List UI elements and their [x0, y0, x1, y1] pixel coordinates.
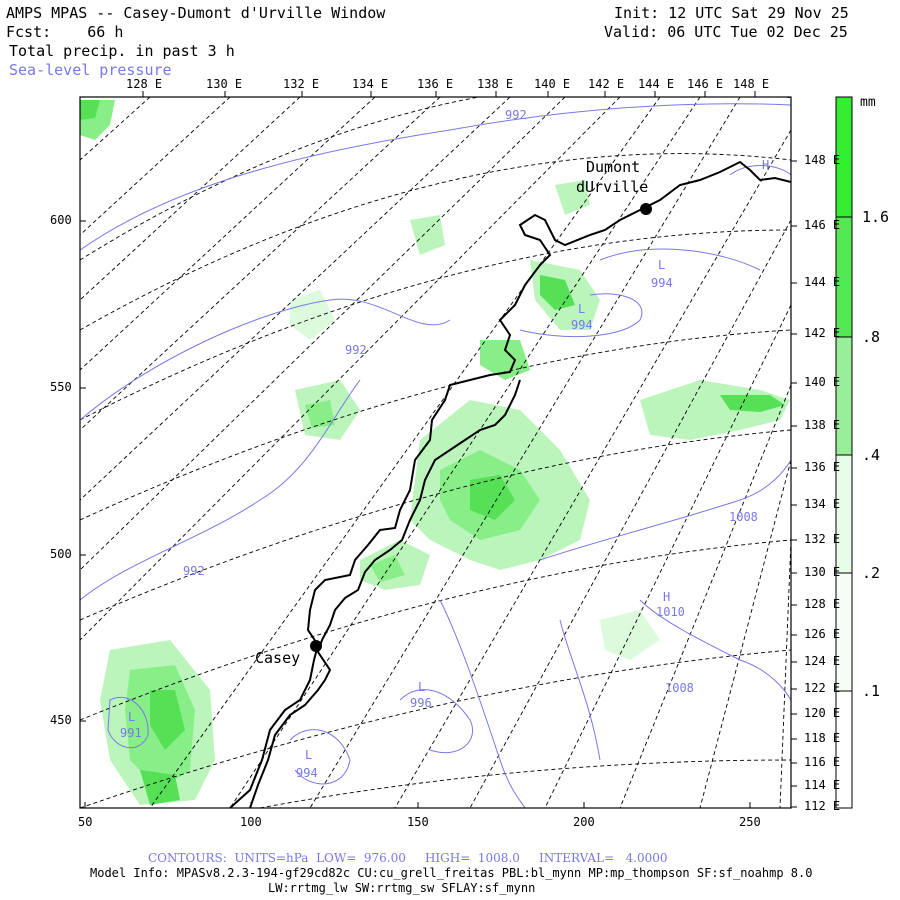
- y-axis-label: 600: [50, 213, 72, 227]
- top-lon-label: 142 E: [588, 77, 625, 91]
- model-info-line2: LW:rrtmg_lw SW:rrtmg_sw SFLAY:sf_mynn: [268, 881, 536, 895]
- overlay-label: Sea-level pressure: [9, 61, 172, 79]
- pressure-label: 994: [296, 766, 318, 780]
- map-content: [80, 97, 791, 808]
- top-lon-label: 144 E: [638, 77, 675, 91]
- right-lon-label: 144 E: [804, 275, 841, 289]
- x-axis-label: 150: [407, 815, 429, 829]
- right-lon-label: 124 E: [804, 654, 841, 668]
- right-lon-label: 116 E: [804, 755, 841, 769]
- colorbar-label: .4: [862, 446, 881, 464]
- colorbar-bin-0.1: [836, 573, 852, 691]
- right-lon-label: 114 E: [804, 778, 841, 792]
- top-lon-label: 132 E: [283, 77, 320, 91]
- colorbar-label: 1.6: [862, 208, 890, 226]
- x-axis-label: 50: [78, 815, 93, 829]
- right-lon-label: 146 E: [804, 218, 841, 232]
- high-center-marker: H: [762, 158, 770, 172]
- top-lon-label: 138 E: [477, 77, 514, 91]
- top-lon-label: 128 E: [126, 77, 163, 91]
- right-lon-label: 128 E: [804, 597, 841, 611]
- y-axis-label: 450: [50, 713, 72, 727]
- x-axis-label: 100: [240, 815, 262, 829]
- right-lon-label: 112 E: [804, 799, 841, 813]
- valid-time: Valid: 06 UTC Tue 02 Dec 25: [604, 23, 848, 41]
- pressure-label: 1008: [729, 510, 758, 524]
- bottom-ticks: [84, 802, 751, 808]
- init-time: Init: 12 UTC Sat 29 Nov 25: [614, 4, 849, 22]
- pressure-label: 994: [651, 276, 673, 290]
- right-lon-label: 126 E: [804, 627, 841, 641]
- top-ticks: [142, 91, 756, 97]
- low-center-marker: L: [305, 748, 313, 762]
- colorbar-unit: mm: [860, 95, 876, 110]
- top-lon-label: 148 E: [733, 77, 770, 91]
- right-lon-label: 132 E: [804, 532, 841, 546]
- right-lon-label: 134 E: [804, 497, 841, 511]
- pressure-label: 992: [345, 343, 367, 357]
- dumont-station-label-line1: Dumont: [586, 158, 641, 176]
- contours-info: CONTOURS: UNITS=hPa LOW= 976.00 HIGH= 10…: [148, 851, 668, 865]
- left-ticks: [80, 220, 86, 722]
- colorbar-bin-0.8: [836, 217, 852, 337]
- colorbar-label: .1: [862, 682, 881, 700]
- forecast-hour: Fcst: 66 h: [6, 23, 124, 41]
- pressure-label: 992: [505, 108, 527, 122]
- dumont-durville-station-marker: [640, 203, 652, 215]
- low-center-marker: L: [578, 302, 586, 316]
- colorbar: [835, 96, 853, 809]
- colorbar-label: .2: [862, 564, 881, 582]
- graticule: [80, 97, 791, 808]
- high-center-marker: H: [663, 590, 671, 604]
- dumont-station-label-line2: dUrville: [576, 178, 649, 196]
- right-lon-label: 142 E: [804, 326, 841, 340]
- map-title: AMPS MPAS -- Casey-Dumont d'Urville Wind…: [6, 4, 386, 22]
- pressure-label: 1008: [665, 681, 694, 695]
- casey-station-marker: [310, 640, 322, 652]
- casey-station-label: Casey: [255, 649, 301, 667]
- right-lon-label: 148 E: [804, 153, 841, 167]
- top-lon-label: 130 E: [206, 77, 243, 91]
- coastline: [229, 160, 791, 808]
- colorbar-bin-low: [836, 691, 852, 808]
- top-lon-label: 136 E: [417, 77, 454, 91]
- right-lon-label: 140 E: [804, 375, 841, 389]
- right-lon-label: 130 E: [804, 565, 841, 579]
- colorbar-label: .8: [862, 328, 881, 346]
- low-center-marker: L: [418, 680, 426, 694]
- colorbar-bin-0.4: [836, 337, 852, 455]
- colorbar-bin-1.6: [836, 97, 852, 217]
- x-axis-label: 250: [739, 815, 761, 829]
- pressure-label: 1010: [656, 605, 685, 619]
- right-lon-label: 122 E: [804, 681, 841, 695]
- low-center-marker: L: [658, 258, 666, 272]
- right-lon-label: 120 E: [804, 706, 841, 720]
- pressure-label: 994: [571, 318, 593, 332]
- right-lon-label: 118 E: [804, 731, 841, 745]
- top-lon-label: 140 E: [534, 77, 571, 91]
- precip-shading: [80, 100, 790, 805]
- y-axis-label: 500: [50, 547, 72, 561]
- top-lon-label: 146 E: [687, 77, 724, 91]
- right-lon-label: 138 E: [804, 418, 841, 432]
- model-info: Model Info: MPASv8.2.3-194-gf29cd82c CU:…: [90, 866, 813, 880]
- pressure-label: 992: [183, 564, 205, 578]
- colorbar-frame: [835, 96, 853, 809]
- field-label: Total precip. in past 3 h: [9, 42, 235, 60]
- x-axis-label: 200: [573, 815, 595, 829]
- top-lon-label: 134 E: [352, 77, 389, 91]
- pressure-label: 991: [120, 726, 142, 740]
- colorbar-bin-0.2: [836, 455, 852, 573]
- y-axis-label: 550: [50, 380, 72, 394]
- right-ticks: [791, 160, 797, 808]
- pressure-label: 996: [410, 696, 432, 710]
- pressure-contours: [80, 103, 791, 808]
- right-lon-label: 136 E: [804, 460, 841, 474]
- low-center-marker: L: [128, 710, 136, 724]
